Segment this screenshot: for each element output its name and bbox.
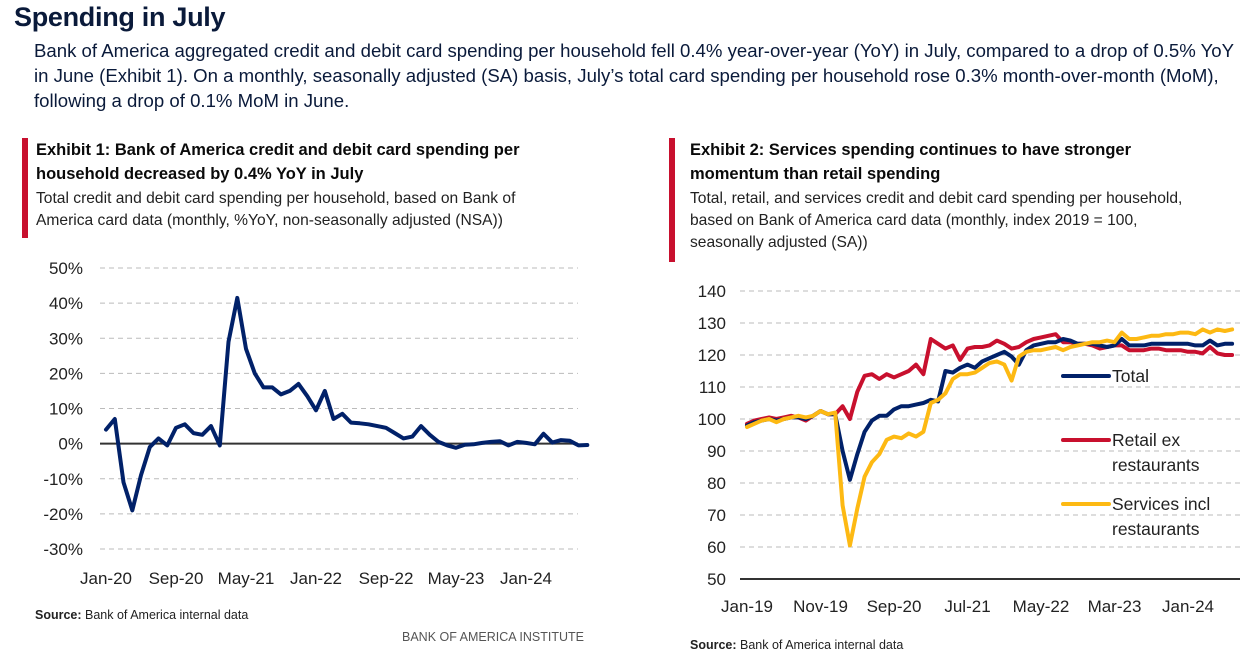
exhibit1-header: Exhibit 1: Bank of America credit and de… <box>22 138 622 238</box>
y-tick-label: 100 <box>698 410 726 429</box>
exhibit2-accent-bar <box>669 138 675 262</box>
x-tick-label: May-21 <box>218 569 275 588</box>
y-tick-label: 110 <box>699 378 726 397</box>
y-tick-label: 140 <box>698 282 726 301</box>
brand-footer: BANK OF AMERICA INSTITUTE <box>402 630 584 644</box>
intro-paragraph: Bank of America aggregated credit and de… <box>34 40 1234 111</box>
series-line-total-card-spending-per-household-yoy <box>104 295 590 513</box>
series-line-services-incl-restaurants <box>745 327 1235 548</box>
legend-label-line2: restaurants <box>1112 455 1200 475</box>
y-tick-label: 10% <box>49 400 83 419</box>
y-tick-label: 90 <box>707 442 726 461</box>
exhibit2-header: Exhibit 2: Services spending continues t… <box>669 138 1246 262</box>
exhibit2-source: Source: Bank of America internal data <box>690 638 903 652</box>
page-title: Spending in July <box>14 2 226 32</box>
exhibit1-subtitle-line2: America card data (monthly, %YoY, non-se… <box>36 212 503 229</box>
x-tick-label: Sep-22 <box>359 569 414 588</box>
x-tick-label: Jan-19 <box>721 597 773 616</box>
exhibit2-heading-line1: Exhibit 2: Services spending continues t… <box>690 141 1132 159</box>
y-tick-label: 40% <box>49 294 83 313</box>
y-tick-label: 60 <box>707 538 726 557</box>
x-tick-label: May-23 <box>428 569 485 588</box>
y-tick-label: 130 <box>698 314 726 333</box>
exhibit2-chart: 140 130 120 110 100 90 80 70 60 50 Jan-19 Nov-19 Sep… <box>698 282 1240 616</box>
exhibit2-heading: Exhibit 2: Services spending continues t… <box>690 138 1131 186</box>
exhibit1-heading-line2: household decreased by 0.4% YoY in July <box>36 165 364 183</box>
exhibit1-source-label: Source: <box>35 608 82 622</box>
exhibit2-subtitle-line3: seasonally adjusted (SA)) <box>690 234 868 251</box>
y-tick-label: 30% <box>49 329 83 348</box>
exhibit1-source-text: Bank of America internal data <box>81 608 249 622</box>
exhibit1-subtitle-line1: Total credit and debit card spending per… <box>36 190 516 207</box>
y-tick-label: -30% <box>43 540 83 559</box>
x-tick-label: Jul-21 <box>944 597 990 616</box>
exhibit2-subtitle: Total, retail, and services credit and d… <box>690 188 1182 254</box>
y-tick-label: 120 <box>698 346 726 365</box>
y-tick-label: -10% <box>43 470 83 489</box>
y-tick-label: 0% <box>58 435 83 454</box>
y-tick-label: 20% <box>49 364 83 383</box>
legend-label-line1: Retail ex <box>1112 430 1180 450</box>
legend-label-line2: restaurants <box>1112 519 1200 539</box>
y-tick-label: 70 <box>707 506 726 525</box>
exhibit1-subtitle: Total credit and debit card spending per… <box>36 188 515 232</box>
exhibit1-heading: Exhibit 1: Bank of America credit and de… <box>36 138 520 186</box>
exhibit2-subtitle-line1: Total, retail, and services credit and d… <box>690 190 1183 207</box>
x-tick-label: Nov-19 <box>793 597 848 616</box>
y-tick-label: -20% <box>43 505 83 524</box>
exhibit1-source: Source: Bank of America internal data <box>35 608 248 622</box>
exhibit1-chart: 50% 40% 30% 20% 10% 0% -10% -20% -30% Jan-20 Sep-2… <box>43 259 590 588</box>
exhibit1-accent-bar <box>22 138 28 238</box>
x-tick-label: Sep-20 <box>867 597 922 616</box>
x-tick-label: Jan-20 <box>80 569 132 588</box>
x-tick-label: Sep-20 <box>149 569 204 588</box>
y-tick-label: 50 <box>707 570 726 589</box>
x-tick-label: May-22 <box>1013 597 1070 616</box>
legend-label: Retail ex restaurants <box>1112 430 1200 475</box>
y-tick-label: 80 <box>707 474 726 493</box>
exhibit2-heading-line2: momentum than retail spending <box>690 165 941 183</box>
x-tick-label: Jan-24 <box>1162 597 1214 616</box>
x-tick-label: Mar-23 <box>1088 597 1142 616</box>
legend-label: Services incl restaurants <box>1112 494 1210 539</box>
x-tick-label: Jan-22 <box>290 569 342 588</box>
x-tick-label: Jan-24 <box>500 569 552 588</box>
legend-label-line1: Services incl <box>1112 494 1210 514</box>
exhibit2-source-text: Bank of America internal data <box>736 638 904 652</box>
exhibit2-subtitle-line2: based on Bank of America card data (mont… <box>690 212 1138 229</box>
legend-label: Total <box>1112 366 1149 386</box>
exhibit2-source-label: Source: <box>690 638 737 652</box>
y-tick-label: 50% <box>49 259 83 278</box>
exhibit1-heading-line1: Exhibit 1: Bank of America credit and de… <box>36 141 520 159</box>
